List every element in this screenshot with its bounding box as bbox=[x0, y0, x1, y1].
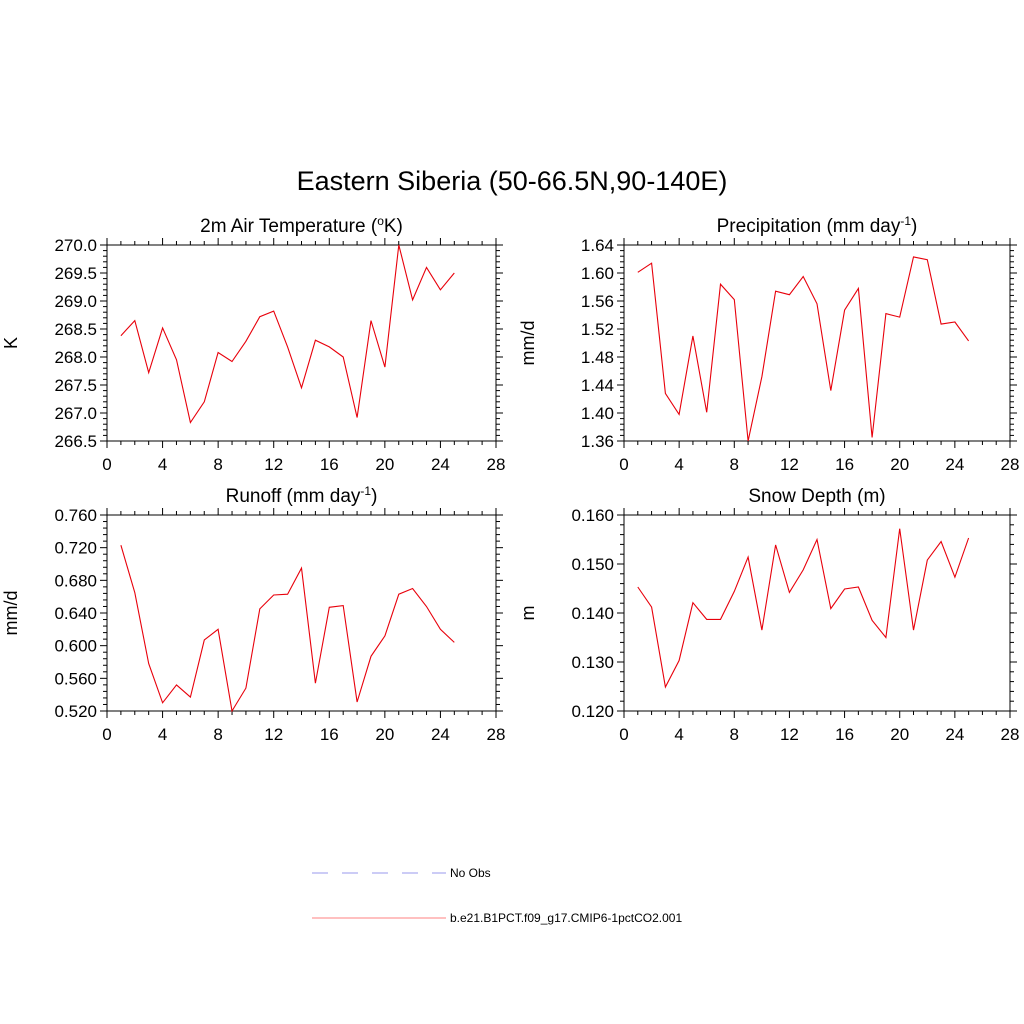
x-tick-label: 0 bbox=[619, 455, 628, 474]
x-tick-label: 16 bbox=[835, 725, 854, 744]
y-tick-label: 1.52 bbox=[581, 320, 614, 339]
x-tick-label: 4 bbox=[674, 725, 683, 744]
y-tick-label: 0.600 bbox=[54, 637, 97, 656]
series-line bbox=[637, 256, 970, 442]
y-tick-label: 0.140 bbox=[571, 604, 614, 623]
x-tick-label: 12 bbox=[780, 455, 799, 474]
y-tick-label: 1.60 bbox=[581, 264, 614, 283]
y-tick-label: 267.5 bbox=[54, 376, 97, 395]
y-axis-label: m bbox=[518, 606, 538, 621]
x-tick-label: 24 bbox=[431, 455, 450, 474]
y-axis-label: mm/d bbox=[1, 591, 21, 636]
x-tick-label: 24 bbox=[945, 725, 964, 744]
legend-label: No Obs bbox=[450, 866, 491, 880]
plot-frame bbox=[106, 244, 497, 442]
x-tick-label: 8 bbox=[730, 455, 739, 474]
y-tick-label: 1.56 bbox=[581, 292, 614, 311]
x-tick-label: 16 bbox=[320, 725, 339, 744]
x-tick-label: 20 bbox=[890, 455, 909, 474]
y-tick-label: 0.760 bbox=[54, 506, 97, 525]
panel-title: Precipitation (mm day-1) bbox=[717, 214, 918, 237]
legend: No Obs b.e21.B1PCT.f09_g17.CMIP6-1pctCO2.… bbox=[312, 866, 682, 925]
x-tick-label: 4 bbox=[158, 725, 167, 744]
y-tick-label: 0.130 bbox=[571, 653, 614, 672]
plot-frame bbox=[623, 514, 1011, 712]
x-tick-label: 12 bbox=[264, 725, 283, 744]
y-tick-label: 0.120 bbox=[571, 702, 614, 721]
y-tick-label: 1.40 bbox=[581, 404, 614, 423]
y-tick-label: 0.560 bbox=[54, 669, 97, 688]
plot-frame bbox=[106, 514, 497, 712]
x-tick-label: 8 bbox=[730, 725, 739, 744]
x-tick-label: 8 bbox=[213, 725, 222, 744]
panel-title: Snow Depth (m) bbox=[748, 486, 885, 507]
y-tick-label: 1.64 bbox=[581, 236, 614, 255]
x-tick-label: 0 bbox=[619, 725, 628, 744]
panel-title: Runoff (mm day-1) bbox=[226, 484, 378, 507]
figure-title: Eastern Siberia (50-66.5N,90-140E) bbox=[297, 166, 728, 196]
y-tick-label: 268.5 bbox=[54, 320, 97, 339]
y-tick-label: 266.5 bbox=[54, 432, 97, 451]
x-tick-label: 12 bbox=[264, 455, 283, 474]
x-tick-label: 28 bbox=[487, 725, 506, 744]
x-tick-label: 28 bbox=[1001, 725, 1020, 744]
y-tick-label: 0.640 bbox=[54, 604, 97, 623]
x-tick-label: 12 bbox=[780, 725, 799, 744]
y-tick-label: 0.720 bbox=[54, 539, 97, 558]
panel-title: 2m Air Temperature (oK) bbox=[200, 214, 403, 237]
x-tick-label: 16 bbox=[835, 455, 854, 474]
x-tick-label: 8 bbox=[213, 455, 222, 474]
y-tick-label: 1.36 bbox=[581, 432, 614, 451]
legend-label: b.e21.B1PCT.f09_g17.CMIP6-1pctCO2.001 bbox=[450, 911, 682, 925]
y-tick-label: 1.48 bbox=[581, 348, 614, 367]
x-tick-label: 4 bbox=[158, 455, 167, 474]
panel-1: 2m Air Temperature (oK) K 0 4 8 12 16 20 24 28 266… bbox=[1, 214, 505, 474]
y-axis-label: mm/d bbox=[518, 321, 538, 366]
x-tick-label: 28 bbox=[1001, 455, 1020, 474]
y-tick-label: 1.44 bbox=[581, 376, 614, 395]
y-tick-label: 267.0 bbox=[54, 404, 97, 423]
x-tick-label: 0 bbox=[102, 455, 111, 474]
x-tick-label: 24 bbox=[945, 455, 964, 474]
series-line bbox=[120, 545, 455, 713]
x-tick-label: 16 bbox=[320, 455, 339, 474]
x-tick-label: 0 bbox=[102, 725, 111, 744]
y-tick-label: 0.150 bbox=[571, 555, 614, 574]
plot-frame bbox=[623, 244, 1011, 442]
panels: 2m Air Temperature (oK) K 0 4 8 12 16 20 24 28 266… bbox=[1, 214, 1019, 744]
y-axis-label: K bbox=[1, 337, 21, 349]
series-line bbox=[637, 528, 970, 689]
y-tick-label: 270.0 bbox=[54, 236, 97, 255]
y-tick-label: 0.520 bbox=[54, 702, 97, 721]
x-tick-label: 4 bbox=[674, 455, 683, 474]
panel-3: Runoff (mm day-1) mm/d 0 4 8 12 16 20 24 28 0.520 0… bbox=[1, 484, 505, 744]
x-tick-label: 20 bbox=[890, 725, 909, 744]
series-line bbox=[120, 244, 455, 424]
y-tick-label: 269.0 bbox=[54, 292, 97, 311]
x-tick-label: 20 bbox=[375, 455, 394, 474]
y-tick-label: 268.0 bbox=[54, 348, 97, 367]
x-tick-label: 24 bbox=[431, 725, 450, 744]
x-tick-label: 28 bbox=[487, 455, 506, 474]
y-tick-label: 0.160 bbox=[571, 506, 614, 525]
panel-2: Precipitation (mm day-1) mm/d 0 4 8 12 16 20 24 2… bbox=[518, 214, 1019, 474]
y-tick-label: 0.680 bbox=[54, 571, 97, 590]
x-tick-label: 20 bbox=[375, 725, 394, 744]
panel-4: Snow Depth (m) m 0 4 8 12 16 20 24 28 0.120 0.130 0.… bbox=[518, 486, 1019, 744]
y-tick-label: 269.5 bbox=[54, 264, 97, 283]
